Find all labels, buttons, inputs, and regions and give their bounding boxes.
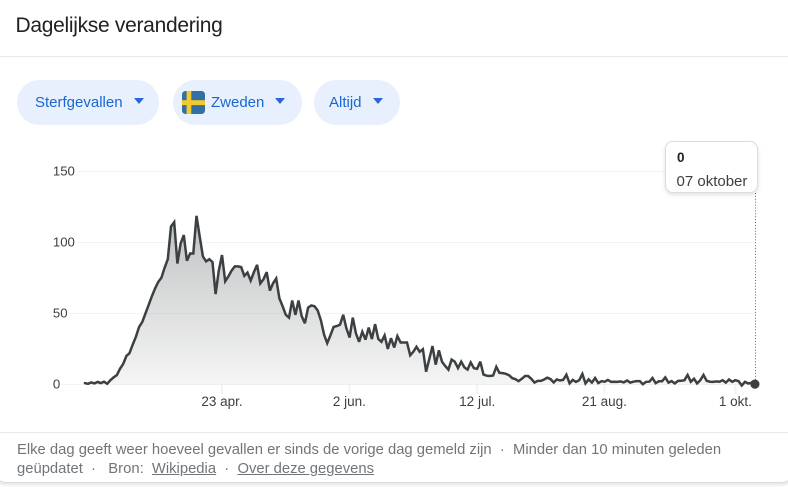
svg-text:21 aug.: 21 aug. bbox=[582, 394, 627, 409]
svg-text:1 okt.: 1 okt. bbox=[719, 394, 752, 409]
svg-text:150: 150 bbox=[53, 164, 75, 179]
svg-text:0: 0 bbox=[53, 377, 60, 392]
svg-text:50: 50 bbox=[53, 306, 68, 321]
svg-text:23 apr.: 23 apr. bbox=[201, 394, 242, 409]
svg-text:12 jul.: 12 jul. bbox=[459, 394, 495, 409]
svg-text:100: 100 bbox=[53, 235, 75, 250]
svg-text:2 jun.: 2 jun. bbox=[333, 394, 366, 409]
